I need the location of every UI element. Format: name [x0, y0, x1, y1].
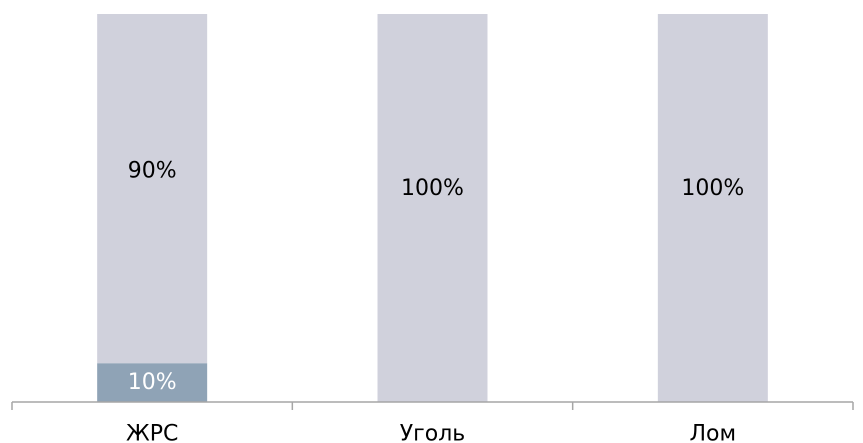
bar-segment: [97, 363, 208, 402]
bar-segment: [657, 14, 768, 402]
x-tick-label: Уголь: [400, 422, 465, 443]
bar-segment: [97, 14, 208, 364]
data-label: 100%: [681, 176, 744, 201]
x-tick-label: Лом: [690, 422, 737, 443]
data-label: 100%: [401, 176, 464, 201]
x-tick-label: ЖРС: [126, 422, 178, 443]
data-label: 10%: [128, 370, 177, 395]
bar-segment: [377, 14, 488, 402]
data-label: 90%: [128, 159, 177, 184]
